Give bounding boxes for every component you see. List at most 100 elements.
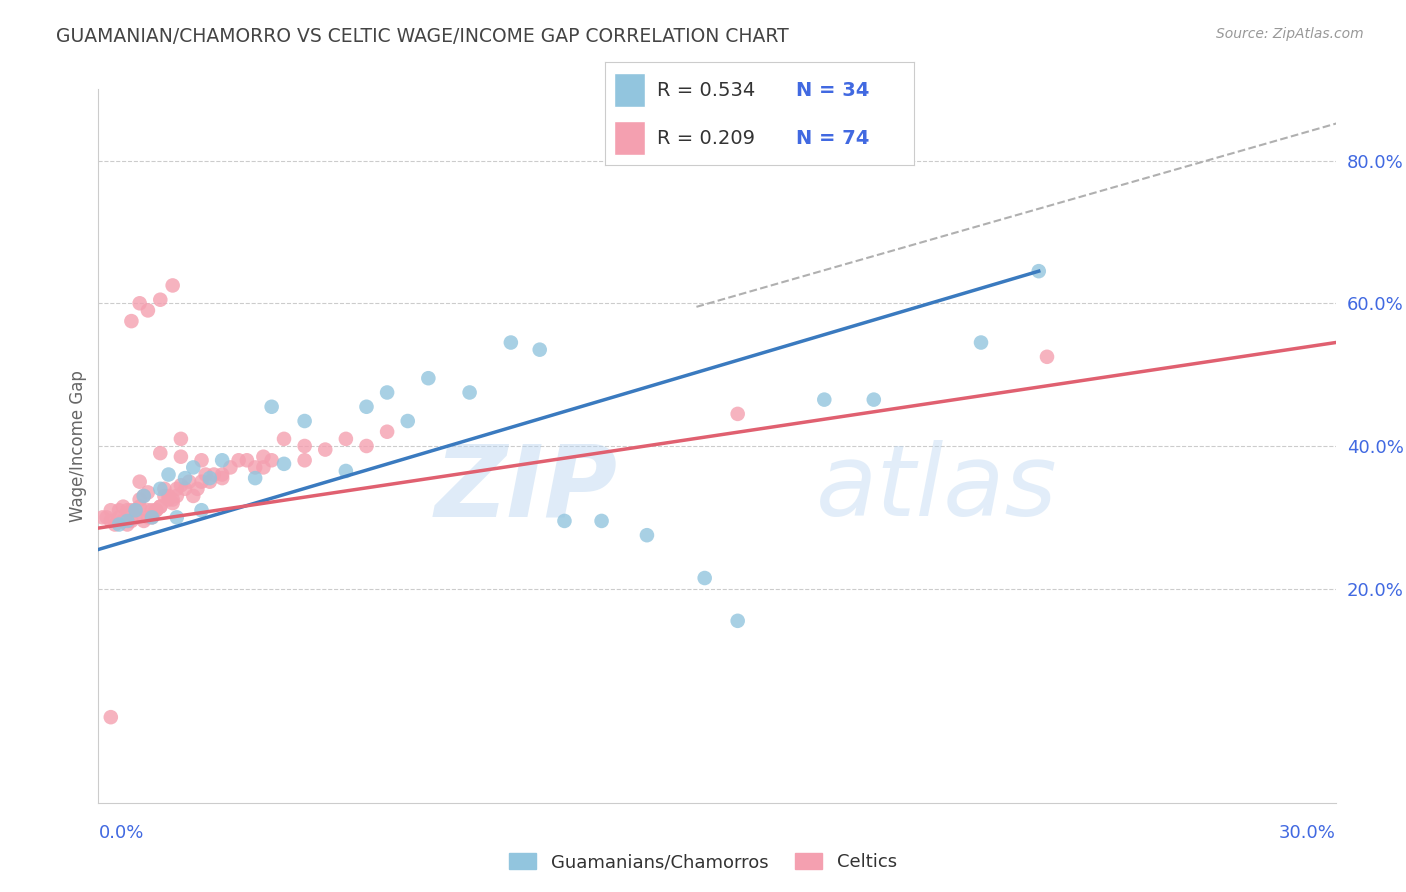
Point <box>294 414 316 428</box>
Text: 0.0%: 0.0% <box>98 824 143 842</box>
Text: 30.0%: 30.0% <box>1279 824 1336 842</box>
Point <box>458 385 481 400</box>
Point <box>202 467 225 482</box>
Point <box>273 432 295 446</box>
Point <box>166 482 188 496</box>
Text: N = 74: N = 74 <box>796 128 870 148</box>
Point <box>128 500 150 514</box>
Point <box>132 489 155 503</box>
Point <box>128 475 150 489</box>
Text: Source: ZipAtlas.com: Source: ZipAtlas.com <box>1216 27 1364 41</box>
Point <box>120 503 142 517</box>
Point <box>970 335 993 350</box>
Point <box>396 414 419 428</box>
Point <box>128 492 150 507</box>
Point <box>252 460 274 475</box>
Point <box>198 471 221 485</box>
Point <box>1036 350 1059 364</box>
Point <box>149 482 172 496</box>
Point <box>190 475 212 489</box>
Point <box>693 571 716 585</box>
Point <box>179 475 201 489</box>
Point <box>356 439 378 453</box>
Point <box>190 503 212 517</box>
Point <box>190 453 212 467</box>
Bar <box>614 121 645 155</box>
Point <box>112 514 135 528</box>
Point <box>149 500 172 514</box>
Point <box>170 478 193 492</box>
Point <box>132 489 155 503</box>
Point <box>553 514 575 528</box>
Point <box>141 510 163 524</box>
Point <box>194 467 217 482</box>
Point <box>181 460 204 475</box>
Point <box>273 457 295 471</box>
Point <box>112 500 135 514</box>
Point <box>219 460 242 475</box>
Point <box>636 528 658 542</box>
Point <box>157 467 180 482</box>
Point <box>100 514 122 528</box>
Point <box>153 482 176 496</box>
Text: R = 0.209: R = 0.209 <box>657 128 755 148</box>
Point <box>375 425 398 439</box>
Point <box>162 492 184 507</box>
Point <box>591 514 613 528</box>
Point <box>117 503 139 517</box>
Point <box>186 482 208 496</box>
Point <box>529 343 551 357</box>
Point <box>157 489 180 503</box>
Point <box>314 442 336 457</box>
Point <box>141 510 163 524</box>
Legend: Guamanians/Chamorros, Celtics: Guamanians/Chamorros, Celtics <box>502 846 904 879</box>
Point <box>91 510 114 524</box>
Point <box>108 510 131 524</box>
Point <box>136 303 159 318</box>
Point <box>120 314 142 328</box>
Point <box>136 503 159 517</box>
Point <box>117 514 139 528</box>
Point <box>294 439 316 453</box>
Point <box>100 503 122 517</box>
Point <box>174 482 197 496</box>
Point <box>124 503 146 517</box>
Bar <box>614 73 645 106</box>
Point <box>211 471 233 485</box>
Text: GUAMANIAN/CHAMORRO VS CELTIC WAGE/INCOME GAP CORRELATION CHART: GUAMANIAN/CHAMORRO VS CELTIC WAGE/INCOME… <box>56 27 789 45</box>
Point <box>108 503 131 517</box>
Point <box>120 514 142 528</box>
Point <box>162 278 184 293</box>
Point <box>335 464 357 478</box>
Point <box>124 510 146 524</box>
Point <box>100 710 122 724</box>
Point <box>294 453 316 467</box>
Point <box>260 453 283 467</box>
Point <box>211 453 233 467</box>
Text: atlas: atlas <box>815 441 1057 537</box>
Point <box>170 432 193 446</box>
Point <box>149 446 172 460</box>
Point <box>862 392 884 407</box>
Point <box>166 510 188 524</box>
Point <box>181 489 204 503</box>
Point <box>162 496 184 510</box>
Point <box>243 471 266 485</box>
Text: ZIP: ZIP <box>434 441 619 537</box>
Text: N = 34: N = 34 <box>796 80 870 100</box>
Point <box>166 489 188 503</box>
Text: R = 0.534: R = 0.534 <box>657 80 755 100</box>
Point <box>375 385 398 400</box>
Point <box>104 517 127 532</box>
Y-axis label: Wage/Income Gap: Wage/Income Gap <box>69 370 87 522</box>
Point <box>727 407 749 421</box>
Point <box>252 450 274 464</box>
Point <box>149 500 172 514</box>
Point <box>117 517 139 532</box>
Point <box>170 450 193 464</box>
Point <box>145 503 167 517</box>
Point <box>149 293 172 307</box>
Point <box>198 475 221 489</box>
Point <box>157 492 180 507</box>
Point <box>335 432 357 446</box>
